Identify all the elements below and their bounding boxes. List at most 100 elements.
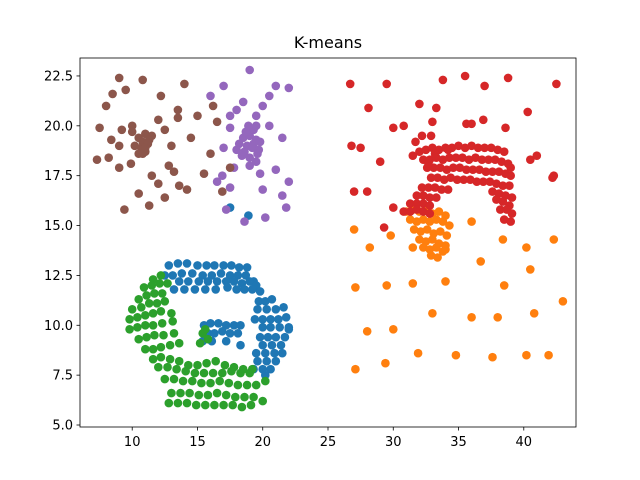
cluster-0-point — [274, 315, 283, 324]
cluster-4-point — [225, 111, 235, 121]
cluster-3-point — [532, 151, 542, 160]
x-tick-label: 10 — [124, 435, 141, 450]
cluster-2-point — [261, 376, 270, 386]
cluster-3-point — [425, 209, 435, 218]
cluster-3-point — [408, 151, 418, 160]
cluster-0-point — [271, 305, 281, 314]
cluster-2-point — [125, 325, 134, 334]
cluster-0-point — [212, 277, 222, 286]
cluster-2-point — [156, 342, 166, 352]
cluster-3-point — [451, 153, 461, 162]
cluster-1-point — [436, 227, 445, 236]
cluster-4-point — [271, 165, 281, 174]
cluster-2-point — [125, 315, 134, 324]
axes-layer: 10 15 20 25 30 35 40 5.0 7.5 10.0 12.5 15.0 17.5 20.0… — [44, 57, 577, 450]
cluster-5-point — [160, 193, 170, 202]
cluster-1-point — [362, 327, 372, 336]
cluster-3-point — [485, 177, 495, 186]
cluster-5-point — [117, 125, 127, 135]
cluster-3-point — [415, 147, 424, 156]
cluster-3-point — [438, 75, 448, 85]
cluster-0-point — [281, 313, 291, 322]
cluster-3-point — [411, 137, 420, 147]
cluster-1-point — [526, 265, 535, 274]
cluster-2-point — [169, 329, 179, 338]
cluster-2-point — [199, 368, 209, 378]
cluster-0-point — [210, 329, 219, 338]
cluster-4-point — [232, 105, 241, 115]
cluster-2-point — [182, 398, 192, 408]
cluster-2-point — [190, 368, 200, 378]
cluster-5-point — [167, 141, 176, 151]
cluster-2-point — [201, 400, 210, 410]
cluster-4-point — [258, 185, 268, 194]
cluster-2-point — [164, 398, 174, 408]
cluster-3-point — [486, 143, 496, 153]
cluster-3-point — [454, 141, 463, 151]
x-tick-label: 40 — [516, 435, 533, 450]
cluster-2-point — [163, 279, 172, 288]
cluster-5-point — [154, 179, 163, 188]
cluster-4-point — [265, 91, 274, 101]
cluster-4-point — [219, 81, 228, 91]
cluster-3-point — [473, 143, 483, 153]
cluster-3-point — [419, 207, 428, 216]
cluster-3-point — [499, 147, 509, 156]
cluster-3-point — [347, 141, 356, 151]
cluster-3-point — [419, 199, 428, 208]
cluster-3-point — [419, 191, 428, 200]
cluster-0-point — [250, 315, 260, 324]
cluster-0-point — [271, 332, 281, 342]
cluster-4-point — [284, 177, 294, 186]
cluster-2-point — [224, 378, 234, 388]
cluster-5-point — [95, 123, 104, 133]
cluster-4-point — [245, 65, 254, 75]
cluster-5-point — [138, 75, 147, 85]
y-tick-label: 22.5 — [44, 69, 73, 84]
cluster-3-point — [497, 157, 506, 166]
cluster-3-point — [494, 167, 504, 176]
cluster-0-point — [253, 305, 262, 314]
cluster-0-point — [261, 370, 270, 380]
cluster-5-point — [164, 161, 174, 170]
cluster-1-point — [428, 309, 437, 318]
cluster-2-point — [133, 313, 142, 322]
cluster-1-point — [442, 231, 452, 240]
cluster-4-point — [284, 83, 294, 93]
cluster-2-point — [165, 354, 175, 364]
cluster-1-point — [409, 225, 419, 234]
cluster-4-point — [251, 157, 261, 166]
cluster-2-point — [148, 309, 158, 318]
cluster-0-point — [261, 348, 270, 358]
cluster-0-point — [236, 340, 245, 350]
cluster-2-point — [176, 388, 185, 398]
cluster-5-point — [130, 141, 140, 151]
cluster-4-point — [261, 213, 270, 222]
cluster-5-point — [114, 73, 124, 83]
cluster-0-point — [280, 332, 290, 342]
cluster-5-point — [126, 159, 136, 168]
cluster-1-point — [415, 235, 424, 244]
cluster-3-point — [492, 195, 501, 204]
cluster-2-point — [191, 400, 201, 410]
cluster-0-point — [221, 336, 231, 346]
chart-title: K-means — [294, 33, 362, 52]
cluster-4-point — [248, 143, 257, 153]
cluster-4-point — [219, 143, 228, 153]
cluster-0-point — [255, 332, 265, 342]
cluster-0-point — [188, 269, 197, 278]
cluster-2-point — [154, 362, 163, 372]
cluster-5-point — [225, 163, 235, 172]
cluster-0-point — [245, 277, 254, 286]
cluster-1-point — [549, 235, 559, 244]
cluster-3-point — [488, 187, 497, 196]
cluster-2-point — [163, 362, 172, 372]
cluster-2-point — [165, 340, 175, 350]
cluster-0-point — [232, 285, 241, 294]
cluster-2-point — [242, 380, 252, 390]
cluster-2-point — [141, 321, 150, 330]
cluster-5-point — [218, 187, 227, 196]
cluster-2-point — [251, 380, 261, 390]
cluster-1-point — [416, 227, 426, 236]
cluster-3-point — [507, 193, 517, 202]
